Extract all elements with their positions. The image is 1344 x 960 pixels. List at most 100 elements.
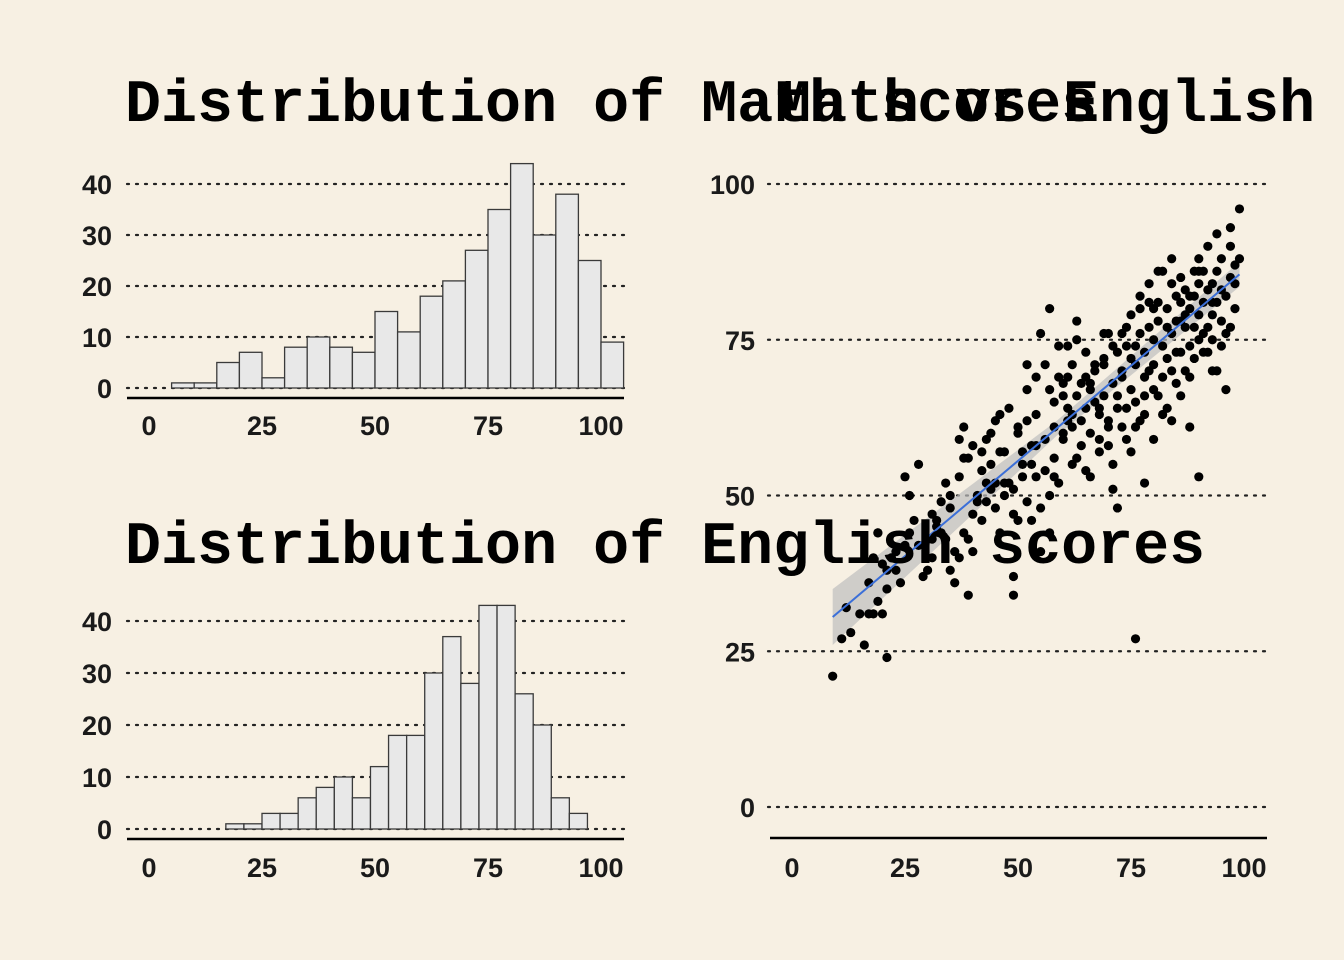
scatter-point	[1189, 322, 1199, 332]
scatter-point	[859, 640, 869, 650]
english-histogram-ticks: 0 10 20 30 40 0 25 50 75 100	[82, 607, 624, 883]
scatter-point	[1112, 391, 1123, 401]
english-histogram-y-tick-label: 0	[97, 815, 112, 845]
scatter-point	[968, 546, 978, 557]
scatter-point	[1081, 347, 1091, 357]
scatter-y-tick-label: 50	[725, 482, 755, 512]
scatter-point	[1013, 422, 1023, 432]
scatter-point	[1194, 266, 1204, 276]
scatter-point	[882, 652, 892, 663]
scatter-point	[1194, 254, 1204, 264]
scatter-point	[1040, 360, 1050, 370]
math-histogram-bar	[600, 341, 625, 389]
scatter-point	[1167, 366, 1177, 376]
scatter-point	[977, 447, 987, 457]
scatter-point	[941, 478, 951, 488]
scatter-point	[1153, 316, 1163, 326]
english-histogram-bar	[568, 812, 589, 830]
english-histogram-bar	[297, 797, 317, 830]
english-histogram-bar	[442, 635, 462, 830]
math-histogram-bar	[283, 346, 308, 389]
scatter-point	[1198, 297, 1208, 307]
scatter-point	[1108, 341, 1118, 351]
scatter-y-tick-label: 25	[725, 637, 755, 667]
scatter-point	[904, 490, 915, 501]
scatter-point	[981, 434, 991, 445]
scatter-point	[1031, 472, 1041, 482]
scatter-point	[1108, 378, 1118, 388]
scatter-point	[1067, 360, 1077, 370]
math-histogram-bar	[351, 351, 376, 389]
scatter-point	[1026, 515, 1037, 526]
scatter-point	[1036, 503, 1046, 513]
scatter-point	[1176, 272, 1186, 283]
scatter-point	[1162, 353, 1172, 364]
scatter-point	[1017, 472, 1028, 482]
scatter-point	[1013, 515, 1023, 526]
scatter-point	[1090, 360, 1100, 370]
scatter-point	[1130, 634, 1141, 644]
english-histogram-bar	[532, 724, 552, 830]
scatter-point	[1121, 403, 1132, 413]
math-histogram-x-tick-label: 100	[578, 411, 623, 441]
english-histogram-bar	[405, 734, 426, 830]
english-histogram-y-tick-label: 10	[82, 763, 112, 793]
scatter-point	[855, 609, 865, 619]
math-histogram-bar	[487, 208, 512, 389]
scatter-point	[1139, 347, 1150, 357]
scatter-point	[981, 497, 991, 507]
scatter-point	[1234, 204, 1245, 214]
scatter-point	[977, 515, 987, 526]
math-histogram-bar	[374, 310, 399, 389]
scatter-point	[1185, 372, 1195, 382]
math-histogram-y-tick-label: 10	[82, 323, 112, 353]
scatter-point	[1139, 409, 1150, 420]
scatter-point	[891, 565, 901, 575]
scatter-panel: 0 25 50 75 100 0 25 50 75 100	[710, 170, 1269, 883]
scatter-point	[1167, 279, 1177, 289]
scatter-point	[841, 603, 851, 613]
scatter-point	[986, 459, 996, 469]
math-histogram-ticks: 0 10 20 30 40 0 25 50 75 100	[82, 170, 624, 441]
scatter-grid	[766, 182, 1269, 809]
scatter-point	[873, 596, 883, 607]
scatter-title: Math vs English	[775, 72, 1315, 140]
scatter-point	[954, 472, 964, 482]
english-histogram-bar	[351, 797, 372, 830]
scatter-point	[1063, 341, 1073, 351]
scatter-point	[995, 528, 1005, 538]
scatter-point	[1036, 546, 1046, 557]
math-histogram-y-tick-label: 0	[97, 374, 112, 404]
english-histogram-bar	[333, 776, 354, 830]
scatter-point	[909, 515, 919, 526]
scatter-point	[1085, 428, 1095, 438]
scatter-point	[1049, 453, 1059, 463]
scatter-point	[1167, 254, 1177, 264]
scatter-point	[1017, 459, 1028, 469]
scatter-point	[1108, 459, 1118, 469]
scatter-point	[1185, 341, 1195, 351]
math-histogram-bar	[306, 336, 331, 389]
scatter-point	[1216, 341, 1226, 351]
math-histogram-bar	[555, 193, 580, 389]
scatter-point	[1203, 241, 1213, 251]
scatter-point	[1221, 328, 1231, 339]
math-histogram-panel: 0 10 20 30 40 0 25 50 75 100	[82, 162, 626, 441]
scatter-point	[868, 553, 878, 563]
scatter-point	[1185, 422, 1195, 432]
math-histogram-bar	[216, 361, 241, 389]
scatter-point	[1103, 422, 1113, 432]
math-histogram-title: Distribution of Math scores	[125, 72, 1097, 140]
scatter-point	[1094, 409, 1104, 420]
scatter-point	[1031, 409, 1041, 420]
english-histogram-x-tick-label: 100	[578, 853, 623, 883]
math-histogram-bar	[170, 382, 195, 389]
english-histogram-bar	[279, 812, 299, 830]
english-histogram-x-tick-label: 50	[360, 853, 390, 883]
scatter-point	[1008, 590, 1019, 600]
scatter-point	[941, 534, 951, 544]
scatter-point	[1117, 366, 1127, 376]
scatter-point	[1040, 465, 1050, 476]
scatter-point	[1121, 341, 1132, 351]
